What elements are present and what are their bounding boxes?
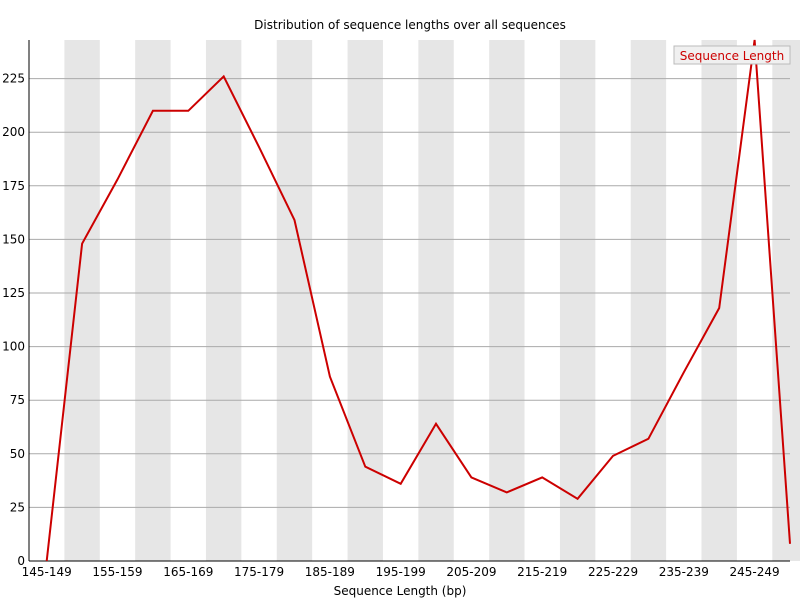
data-point (718, 307, 720, 309)
data-point (152, 110, 154, 112)
series-group (45, 39, 791, 562)
background-bands (64, 40, 800, 561)
background-band (347, 40, 383, 561)
data-point (435, 423, 437, 425)
data-point (506, 491, 508, 493)
legend-label: Sequence Length (680, 49, 784, 63)
y-gridlines (29, 78, 790, 508)
data-point (470, 476, 472, 478)
axes (28, 40, 790, 562)
legend-box (673, 45, 791, 65)
x-axis-label: Sequence Length (bp) (334, 584, 467, 598)
data-point (293, 219, 295, 221)
data-point (400, 483, 402, 485)
data-point (46, 560, 48, 562)
legend: Sequence Length (673, 45, 791, 65)
background-band (205, 40, 242, 561)
data-point (577, 498, 579, 500)
y-tick-label: 75 (10, 393, 25, 407)
data-point (81, 243, 83, 245)
background-band (772, 40, 800, 561)
y-tick-label: 175 (2, 179, 25, 193)
x-tick-label: 235-239 (659, 565, 709, 579)
y-tick-label: 125 (2, 286, 25, 300)
chart-title: Distribution of sequence lengths over al… (254, 18, 566, 32)
x-tick-label: 225-229 (588, 565, 638, 579)
data-point (683, 371, 685, 373)
x-tick-label: 205-209 (446, 565, 496, 579)
x-tick-label: 215-219 (517, 565, 567, 579)
y-tick-label: 100 (2, 340, 25, 354)
background-band (135, 40, 171, 561)
background-band (559, 40, 596, 561)
y-tick-label: 200 (2, 125, 25, 139)
x-tick-labels: 145-149 155-159 165-169 175-179 185-189 195-1… (22, 565, 780, 579)
y-tick-labels: 0 25 50 75 100 125 150 175 200 225 (2, 72, 25, 568)
x-tick-label: 145-149 (22, 565, 72, 579)
y-tick-label: 50 (10, 447, 25, 461)
x-tick-label: 185-189 (305, 565, 355, 579)
data-point (187, 110, 189, 112)
data-point (116, 178, 118, 180)
background-band (630, 40, 667, 561)
y-tick-label: 225 (2, 72, 25, 86)
x-tick-label: 165-169 (163, 565, 213, 579)
data-point (541, 476, 543, 478)
y-tick-label: 25 (10, 500, 25, 514)
background-band (64, 40, 100, 561)
x-tick-label: 155-159 (92, 565, 142, 579)
x-tick-label: 195-199 (376, 565, 426, 579)
y-tick-label: 0 (17, 554, 25, 568)
data-point (754, 39, 756, 41)
background-band (276, 40, 313, 561)
data-point (612, 455, 614, 457)
data-point (329, 376, 331, 378)
background-band (489, 40, 525, 561)
y-tick-label: 150 (2, 232, 25, 246)
x-tick-label: 245-249 (730, 565, 780, 579)
data-point (223, 75, 225, 77)
background-band (418, 40, 454, 561)
data-point (789, 543, 791, 545)
x-tick-label: 175-179 (234, 565, 284, 579)
data-point (647, 438, 649, 440)
data-point (364, 466, 366, 468)
data-point (258, 146, 260, 148)
series-line (45, 39, 791, 562)
